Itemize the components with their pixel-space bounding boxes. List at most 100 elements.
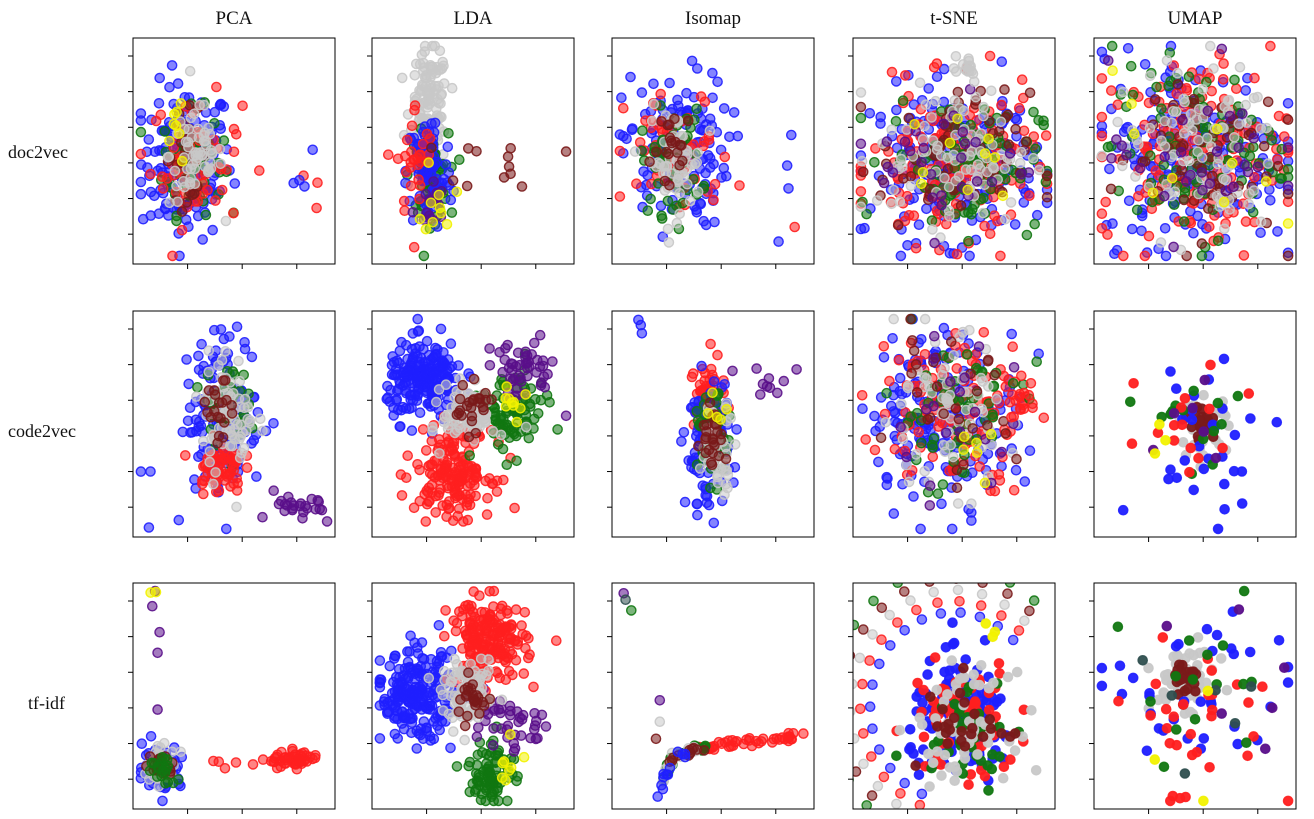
point-blue [786,129,797,141]
point-gray [220,215,232,227]
point-gray [215,158,226,170]
point-green [932,488,944,500]
point-red [417,424,429,435]
point-red [919,348,931,360]
point-green [218,135,230,146]
point-blue [1229,429,1241,441]
point-purple [1282,180,1294,192]
point-maroon [465,402,477,414]
point-blue [1218,353,1230,365]
point-blue [1282,98,1294,109]
point-gray [720,478,732,490]
point-blue [692,509,703,521]
point-blue [1192,210,1203,222]
point-yellow [1260,176,1272,187]
point-purple [1187,402,1198,414]
point-blue [916,333,927,345]
point-blue [166,60,178,71]
point-gray [207,478,219,490]
panel-frame [371,37,575,265]
point-blue [966,515,977,526]
point-purple [560,410,572,422]
point-red [1179,392,1191,404]
point-gray [926,112,937,123]
point-purple [522,370,533,382]
point-blue [442,141,454,153]
point-red [253,165,265,176]
point-blue [638,166,649,177]
point-green [656,210,667,222]
point-maroon [208,385,220,396]
panel-code2vec-umap [1089,310,1297,542]
point-green [983,398,995,409]
point-blue [1179,455,1191,466]
point-blue [708,517,720,529]
point-blue [374,674,386,685]
point-red [135,148,147,160]
point-green [1007,377,1019,389]
point-gray [238,442,250,454]
point-maroon [226,399,237,411]
point-red [443,503,454,515]
point-blue [1186,414,1198,426]
point-gray [233,355,244,367]
point-green [530,393,541,405]
panel-frame [852,37,1056,265]
point-green [637,125,648,136]
point-yellow [169,109,180,120]
point-blue [445,338,457,350]
point-blue [1123,195,1135,207]
point-blue [231,321,243,333]
point-red [509,502,520,514]
point-gray [939,172,950,184]
point-maroon [1011,453,1022,465]
point-red [1096,222,1108,234]
point-blue [392,713,403,725]
point-maroon [1002,109,1014,121]
point-gray [254,413,266,425]
point-red [219,468,231,480]
point-blue [197,234,208,245]
point-gray [646,115,658,127]
point-gray [986,439,997,451]
panel-points [614,55,801,248]
point-blue [1117,504,1129,516]
point-green [1125,396,1136,408]
panel-ticks [1089,328,1259,542]
point-purple [1204,178,1216,189]
point-gray [220,345,231,357]
point-red [1008,411,1020,422]
point-green [501,459,513,471]
point-maroon [967,423,979,434]
point-blue [1104,163,1115,175]
point-red [228,207,239,219]
point-gray [920,99,932,110]
point-yellow [441,218,453,230]
point-red [491,475,503,487]
point-gray [961,61,973,72]
point-blue [391,355,403,367]
point-maroon [187,189,198,201]
panel-points [1117,353,1283,535]
point-green [1031,356,1042,368]
point-purple [152,704,163,715]
point-blue [691,206,703,218]
point-gray [855,201,867,213]
point-blue [218,333,230,345]
point-blue [1165,366,1176,377]
point-yellow [511,416,523,428]
panel-doc2vec-umap [1089,37,1297,269]
point-red [409,100,421,111]
point-maroon [994,125,1005,137]
point-gray [1178,127,1190,139]
point-red [210,195,221,206]
point-blue [1024,445,1036,457]
point-blue [412,313,424,325]
point-blue [888,508,900,519]
point-gray [932,140,943,152]
point-yellow [917,166,929,178]
point-blue [635,319,647,331]
point-blue [783,183,794,194]
point-blue [1139,59,1151,70]
panel-points [135,60,323,262]
